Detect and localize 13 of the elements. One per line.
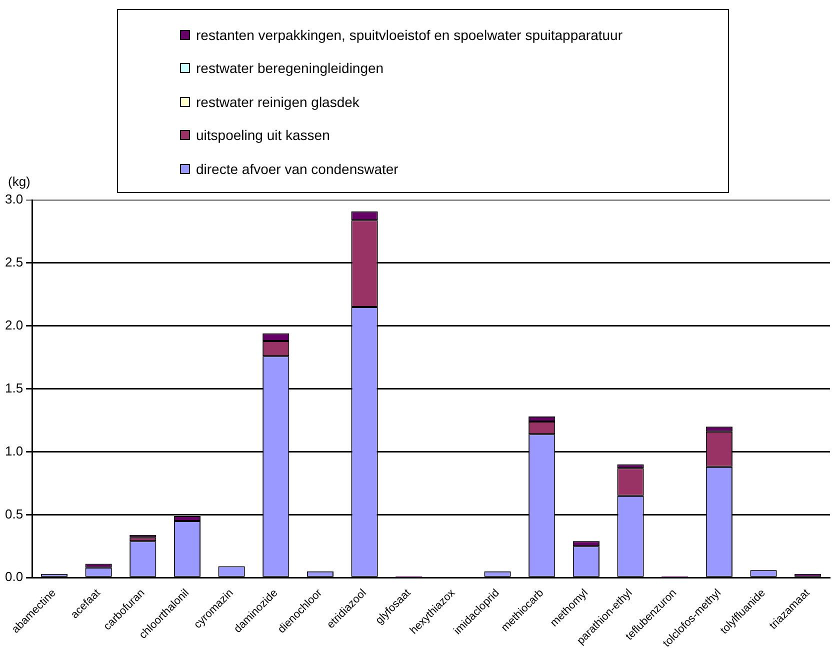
y-axis-title: (kg) [8, 174, 30, 189]
y-tick-label: 2.5 [4, 254, 24, 270]
legend-label: restanten verpakkingen, spuitvloeistof en spoelwater spuitapparatuur [196, 26, 622, 43]
y-tick-label: 0.0 [4, 569, 24, 584]
legend-label: directe afvoer van condenswater [196, 160, 398, 177]
y-tick-label: 3.0 [4, 192, 24, 207]
legend-label: restwater reinigen glasdek [196, 94, 360, 110]
y-tick-label: 1.0 [4, 443, 24, 458]
y-tick-label: 2.0 [4, 317, 24, 332]
y-tick-label: 1.5 [4, 380, 24, 396]
y-tick-label: 0.5 [4, 506, 24, 522]
legend-label: uitspoeling uit kassen [196, 127, 330, 144]
legend-label: restwater beregeningleidingen [196, 60, 384, 76]
